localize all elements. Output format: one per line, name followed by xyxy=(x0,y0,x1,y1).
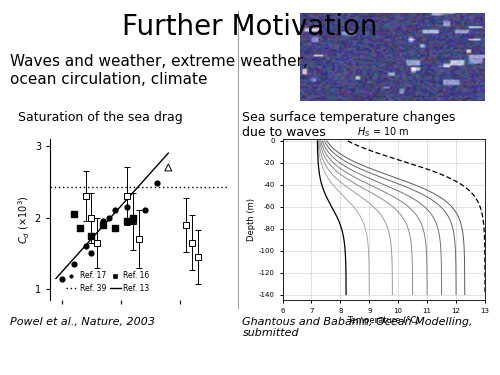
Point xyxy=(88,251,96,257)
Point xyxy=(70,211,78,217)
Point xyxy=(111,207,119,213)
Point xyxy=(164,164,172,170)
Point xyxy=(99,218,108,224)
Legend: Ref. 17, Ref. 39, Ref. 16, Ref. 13: Ref. 17, Ref. 39, Ref. 16, Ref. 13 xyxy=(62,268,153,296)
Y-axis label: Depth (m): Depth (m) xyxy=(247,198,256,241)
Point xyxy=(123,218,131,224)
Point xyxy=(111,225,119,231)
Point xyxy=(105,214,113,220)
Point xyxy=(129,214,137,220)
Point xyxy=(58,276,66,282)
Text: Powel et al., Nature, 2003: Powel et al., Nature, 2003 xyxy=(10,317,155,327)
Text: Ghantous and Babanin, Ocean Modelling,
submitted: Ghantous and Babanin, Ocean Modelling, s… xyxy=(242,317,473,339)
Point xyxy=(99,222,108,228)
Point xyxy=(152,180,160,186)
Point xyxy=(88,232,96,238)
Point xyxy=(76,225,84,231)
Text: Further Motivation: Further Motivation xyxy=(122,13,378,41)
Point xyxy=(70,261,78,267)
Title: $H_S$ = 10 m: $H_S$ = 10 m xyxy=(358,125,410,139)
Point xyxy=(123,204,131,210)
X-axis label: Temperature (°C): Temperature (°C) xyxy=(348,316,420,326)
Y-axis label: $C_d$ ($\times10^3$): $C_d$ ($\times10^3$) xyxy=(16,195,32,244)
Point xyxy=(140,207,148,213)
Text: Waves and weather, extreme weather,
ocean circulation, climate: Waves and weather, extreme weather, ocea… xyxy=(10,54,308,87)
Point xyxy=(129,218,137,224)
Point xyxy=(82,243,90,249)
Text: Sea surface temperature changes
due to waves: Sea surface temperature changes due to w… xyxy=(242,111,456,139)
Text: Saturation of the sea drag: Saturation of the sea drag xyxy=(10,111,183,124)
